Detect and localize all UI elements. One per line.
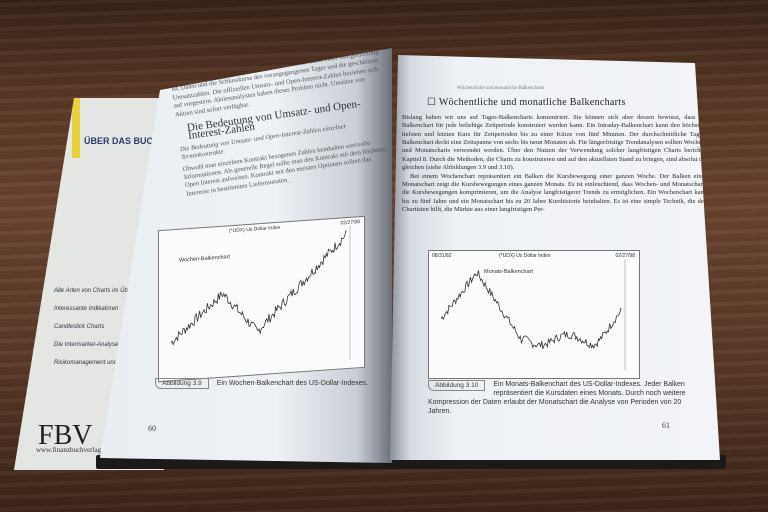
weekly-chart-plot [170,225,351,360]
chart-start-date: 08/31/82 [432,253,452,259]
monthly-chart-plot [440,259,626,370]
caption-text: Ein Monats-Balkenchart des US-Dollar-Ind… [428,381,686,415]
right-para-2: Bei einem Wochenchart repräsentiert ein … [402,172,707,214]
running-head: Wöchentliche und monatliche Balkencharts [457,86,545,91]
cover-bullet-list: Alle Arten von Charts im Über... Interes… [54,288,164,378]
price-line [170,230,347,346]
publisher-url: www.finanzbuchverlag.de [36,446,110,454]
figure-label: Abbildung 3.10 [428,380,486,391]
right-heading: ☐ Wöchentliche und monatliche Balkenchar… [427,97,626,109]
right-page-text: Wöchentliche und monatliche Balkencharts… [402,85,707,215]
figure-label: Abbildung 3.9 [155,378,209,389]
caption-text: Ein Wochen-Balkenchart des US-Dollar-Ind… [216,380,368,387]
page-number: 61 [662,421,670,430]
weekly-chart: (*UDX) Us Dollar Index 02/27/98 Wochen-B… [158,215,365,383]
chart-date: 02/27/98 [615,253,635,259]
cover-bullet: Interessante Indikatoren [54,306,119,312]
right-page: Wöchentliche und monatliche Balkencharts… [390,55,720,460]
page-number: 60 [148,424,156,433]
right-figure-caption: Abbildung 3.10 Ein Monats-Balkenchart des… [428,380,693,416]
monthly-chart: 08/31/82 (*UDX) Us Dollar Index 02/27/98… [428,250,640,379]
publisher-logo: FBV [38,420,93,451]
cover-bullet: Alle Arten von Charts im Über... [54,288,138,294]
cover-title: ÜBER DAS BUCH [84,136,160,146]
chart-label: Monats-Balkenchart [484,269,533,275]
cover-accent-stripe [72,98,80,158]
right-para-1: Bislang haben wir uns auf Tages-Balkench… [402,113,707,172]
cover-bullet: Candlestick Charts [54,324,105,330]
price-line [440,270,622,350]
chart-title: (*UDX) Us Dollar Index [499,253,551,259]
cover-bullet: Die Intermarket-Analyse [54,342,119,348]
cover-bullet: Risikomanagement und Psy... [54,360,134,366]
right-heading-text: Wöchentliche und monatliche Balkencharts [438,97,626,109]
left-figure-caption: Abbildung 3.9 Ein Wochen-Balkenchart des … [155,378,385,389]
